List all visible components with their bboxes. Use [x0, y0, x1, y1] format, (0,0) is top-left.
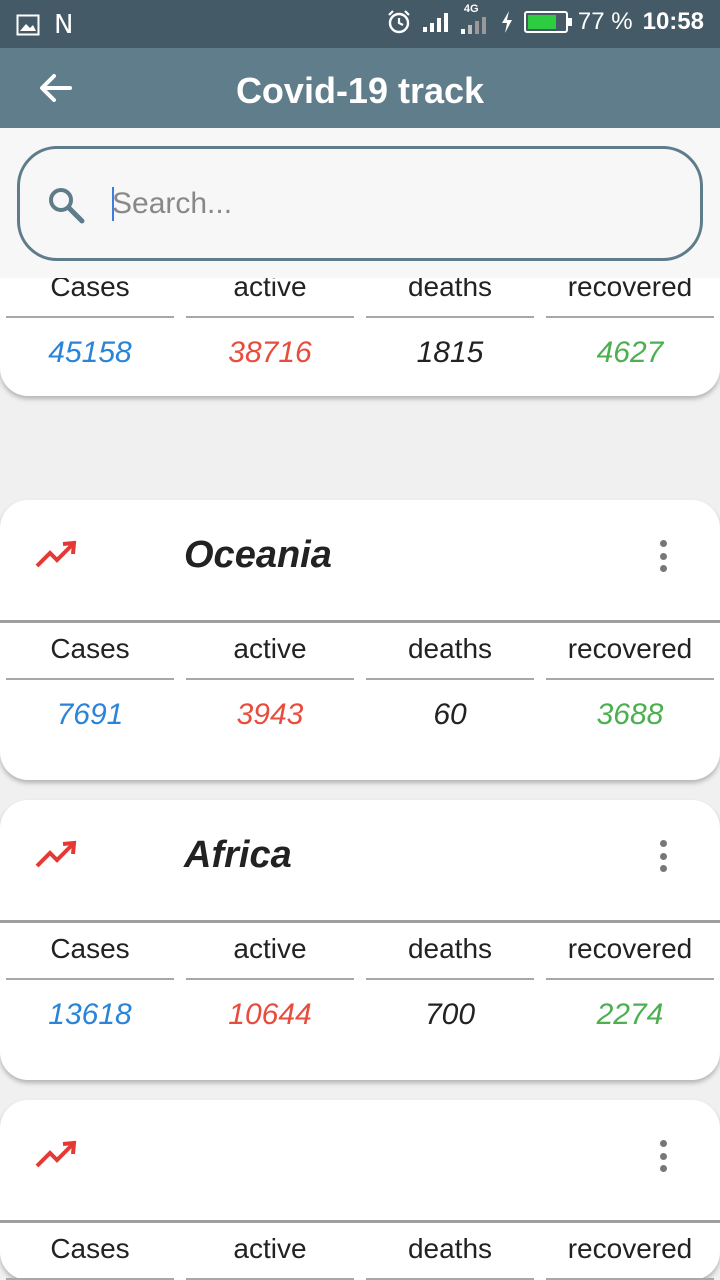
cases-label: Cases — [6, 623, 174, 680]
recovered-value: 3688 — [596, 698, 664, 731]
cases-value: 13618 — [48, 998, 132, 1031]
active-value: 10644 — [228, 998, 312, 1031]
card-header — [0, 1100, 720, 1220]
region-name: Oceania — [184, 534, 332, 576]
region-card-africa[interactable]: Africa Cases 13618 active 10644 deaths 700 … — [0, 800, 720, 1080]
divider — [0, 620, 720, 623]
recovered-value: 2274 — [596, 998, 664, 1031]
back-arrow-icon[interactable] — [36, 68, 76, 108]
page-title: Covid-19 track — [235, 70, 485, 111]
more-options-icon[interactable] — [650, 836, 676, 876]
region-card[interactable]: Cases active deaths recovered — [0, 1100, 720, 1280]
divider — [0, 920, 720, 923]
active-value: 38716 — [228, 336, 312, 369]
region-card[interactable]: Cases 45158 active 38716 deaths 1815 recove… — [0, 278, 720, 396]
active-label: active — [186, 923, 354, 980]
active-value: 3943 — [236, 698, 304, 731]
signal-2-icon — [460, 17, 486, 34]
region-card-oceania[interactable]: Oceania Cases 7691 active 3943 deaths 60 re… — [0, 500, 720, 780]
deaths-label: deaths — [366, 278, 534, 318]
clock: 10:58 — [642, 8, 704, 35]
recovered-label: recovered — [546, 1223, 714, 1280]
charging-icon — [501, 11, 512, 33]
search-icon — [49, 188, 85, 224]
region-list[interactable]: Cases 45158 active 38716 deaths 1815 recove… — [0, 278, 720, 1280]
search-input[interactable] — [112, 181, 672, 227]
active-label: active — [186, 278, 354, 318]
stats-row: Cases 7691 active 3943 deaths 60 recovered 3… — [0, 623, 720, 750]
alarm-icon — [388, 10, 410, 34]
search-area — [0, 128, 720, 278]
deaths-label: deaths — [366, 1223, 534, 1280]
stats-row: Cases 13618 active 10644 deaths 700 recover… — [0, 923, 720, 1050]
card-header: Africa — [0, 800, 720, 920]
recovered-label: recovered — [546, 278, 714, 318]
app-bar: Covid-19 track — [0, 48, 720, 128]
cases-label: Cases — [6, 278, 174, 318]
region-name: Africa — [184, 834, 292, 876]
deaths-value: 700 — [424, 998, 476, 1031]
deaths-value: 1815 — [416, 336, 484, 369]
active-label: active — [186, 623, 354, 680]
divider — [0, 1220, 720, 1223]
trending-up-icon — [35, 840, 77, 868]
cases-label: Cases — [6, 923, 174, 980]
card-header: Oceania — [0, 500, 720, 620]
battery-percent: 77 % — [577, 8, 633, 35]
stats-row: Cases active deaths recovered — [0, 1223, 720, 1280]
deaths-label: deaths — [366, 623, 534, 680]
cases-value: 7691 — [56, 698, 124, 731]
signal-icon — [422, 13, 448, 32]
more-options-icon[interactable] — [650, 536, 676, 576]
network-letter: N — [54, 10, 74, 40]
deaths-value: 60 — [433, 698, 467, 731]
recovered-label: recovered — [546, 623, 714, 680]
network-type-label: 4G — [463, 3, 479, 15]
recovered-label: recovered — [546, 923, 714, 980]
deaths-label: deaths — [366, 923, 534, 980]
cases-value: 45158 — [48, 336, 132, 369]
recovered-value: 4627 — [596, 336, 664, 369]
battery-icon — [523, 11, 572, 33]
active-label: active — [186, 1223, 354, 1280]
more-options-icon[interactable] — [650, 1136, 676, 1176]
cases-label: Cases — [6, 1223, 174, 1280]
trending-up-icon — [35, 540, 77, 568]
search-box[interactable] — [17, 146, 703, 261]
text-cursor — [112, 187, 114, 221]
gallery-notification-icon — [16, 14, 40, 36]
stats-row: Cases 45158 active 38716 deaths 1815 recove… — [0, 278, 720, 388]
status-bar: N 4G 77 % 10:58 — [0, 0, 720, 48]
trending-up-icon — [35, 1140, 77, 1168]
